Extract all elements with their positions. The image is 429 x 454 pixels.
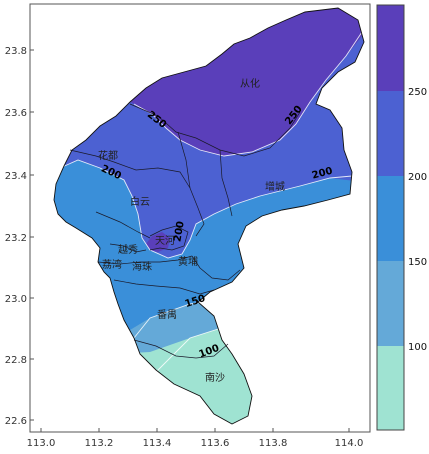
x-tick-label: 114.0 <box>335 438 364 449</box>
y-tick-label: 23.6 <box>5 108 27 119</box>
y-tick-label: 23.2 <box>5 233 27 244</box>
y-tick-label: 22.8 <box>5 355 27 366</box>
legend-label-150: 150 <box>408 257 427 268</box>
contour-line-250 <box>133 31 363 157</box>
district-label-yuexiu: 越秀 <box>118 243 138 256</box>
y-tick-label: 23.0 <box>5 294 27 305</box>
district-label-conghua: 从化 <box>240 77 260 90</box>
boundary-haizhu <box>97 255 193 265</box>
y-axis: 23.8 23.6 23.4 23.2 23.0 22.8 22.6 <box>5 46 34 427</box>
legend-swatch-above-250 <box>377 5 404 91</box>
district-label-haizhu: 海珠 <box>132 260 152 273</box>
contour-label-200: 200 <box>311 166 334 182</box>
legend-label-200: 200 <box>408 172 427 183</box>
boundary-baiyun-east <box>177 131 205 237</box>
boundary-yuexiu-liwan <box>109 243 147 253</box>
band-above-250-inner <box>146 232 170 252</box>
legend-label-100: 100 <box>408 342 427 353</box>
y-tick-label: 23.8 <box>5 46 27 57</box>
legend-frame <box>376 4 405 431</box>
contour-lines <box>59 31 363 373</box>
y-tick-label: 23.4 <box>5 171 27 182</box>
district-label-liwan: 荔湾 <box>102 258 122 271</box>
district-label-tianhe: 天河 <box>155 235 175 247</box>
boundary-zengcheng-west <box>219 149 233 217</box>
boundary-tianhe <box>149 225 189 251</box>
contour-label-200: 200 <box>172 220 186 243</box>
district-label-baiyun: 白云 <box>130 195 150 208</box>
district-label-huadu: 花都 <box>98 149 118 162</box>
district-label-zengcheng: 增城 <box>265 180 285 193</box>
boundary-panyu-south <box>133 339 229 359</box>
contour-line-200 <box>59 159 353 259</box>
x-tick-label: 113.8 <box>259 438 288 449</box>
legend-swatch-below-100 <box>377 346 404 430</box>
boundary-baiyun-south <box>95 211 151 239</box>
x-tick-label: 113.2 <box>85 438 114 449</box>
x-axis: 113.0 113.2 113.4 113.6 113.8 114.0 <box>27 428 364 449</box>
legend-label-250: 250 <box>408 87 427 98</box>
boundary-huadu-baiyun <box>69 149 191 189</box>
legend-swatch-150-200 <box>377 176 404 261</box>
contour-line-150 <box>133 299 240 339</box>
x-tick-label: 113.6 <box>201 438 230 449</box>
y-tick-label: 22.6 <box>5 416 27 427</box>
legend-swatch-100-150 <box>377 261 404 346</box>
contour-bands <box>54 8 364 424</box>
district-label-panyu: 番禺 <box>157 309 177 321</box>
x-tick-label: 113.4 <box>143 438 172 449</box>
district-label-huangpu: 黄埔 <box>178 255 198 268</box>
district-boundaries <box>69 103 301 359</box>
x-tick-label: 113.0 <box>27 438 56 449</box>
district-labels: 从化 花都 增城 白云 天河 越秀 荔湾 海珠 黄埔 番禺 南沙 <box>98 77 285 384</box>
boundary-huangpu <box>191 255 241 281</box>
map-frame <box>29 3 371 433</box>
contour-line-100 <box>155 321 241 373</box>
boundary-panyu-north <box>113 279 215 295</box>
color-legend: 250 200 150 100 <box>376 4 427 431</box>
district-label-nansha: 南沙 <box>205 371 225 384</box>
band-above-250 <box>54 8 364 156</box>
legend-swatch-200-250 <box>377 91 404 176</box>
